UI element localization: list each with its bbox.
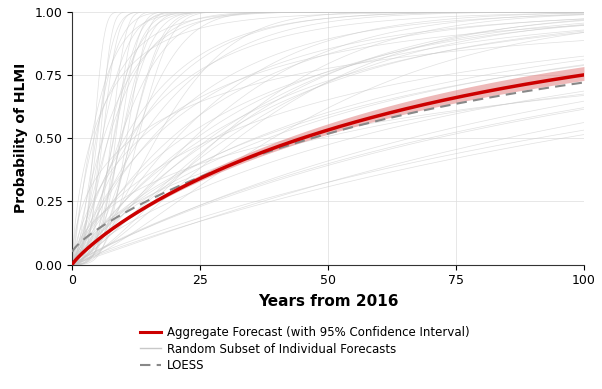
Legend: Aggregate Forecast (with 95% Confidence Interval), Random Subset of Individual F: Aggregate Forecast (with 95% Confidence … xyxy=(140,326,470,372)
Y-axis label: Probability of HLMI: Probability of HLMI xyxy=(14,63,28,213)
X-axis label: Years from 2016: Years from 2016 xyxy=(258,294,399,309)
